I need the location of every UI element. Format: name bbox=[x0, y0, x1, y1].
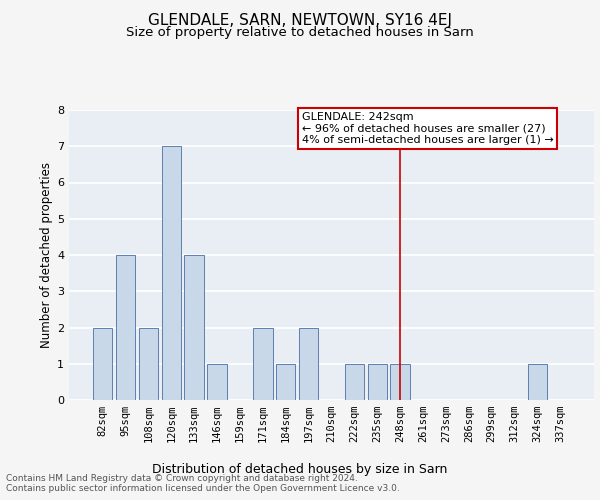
Bar bbox=[368, 364, 387, 400]
Bar bbox=[391, 364, 410, 400]
Bar bbox=[344, 364, 364, 400]
Text: Contains HM Land Registry data © Crown copyright and database right 2024.
Contai: Contains HM Land Registry data © Crown c… bbox=[6, 474, 400, 494]
Text: GLENDALE, SARN, NEWTOWN, SY16 4EJ: GLENDALE, SARN, NEWTOWN, SY16 4EJ bbox=[148, 12, 452, 28]
Bar bbox=[253, 328, 272, 400]
Bar bbox=[299, 328, 319, 400]
Bar bbox=[276, 364, 295, 400]
Bar bbox=[116, 255, 135, 400]
Bar bbox=[93, 328, 112, 400]
Bar bbox=[208, 364, 227, 400]
Y-axis label: Number of detached properties: Number of detached properties bbox=[40, 162, 53, 348]
Text: Distribution of detached houses by size in Sarn: Distribution of detached houses by size … bbox=[152, 462, 448, 475]
Bar bbox=[139, 328, 158, 400]
Bar bbox=[184, 255, 204, 400]
Text: GLENDALE: 242sqm
← 96% of detached houses are smaller (27)
4% of semi-detached h: GLENDALE: 242sqm ← 96% of detached house… bbox=[302, 112, 553, 145]
Text: Size of property relative to detached houses in Sarn: Size of property relative to detached ho… bbox=[126, 26, 474, 39]
Bar bbox=[528, 364, 547, 400]
Bar bbox=[161, 146, 181, 400]
